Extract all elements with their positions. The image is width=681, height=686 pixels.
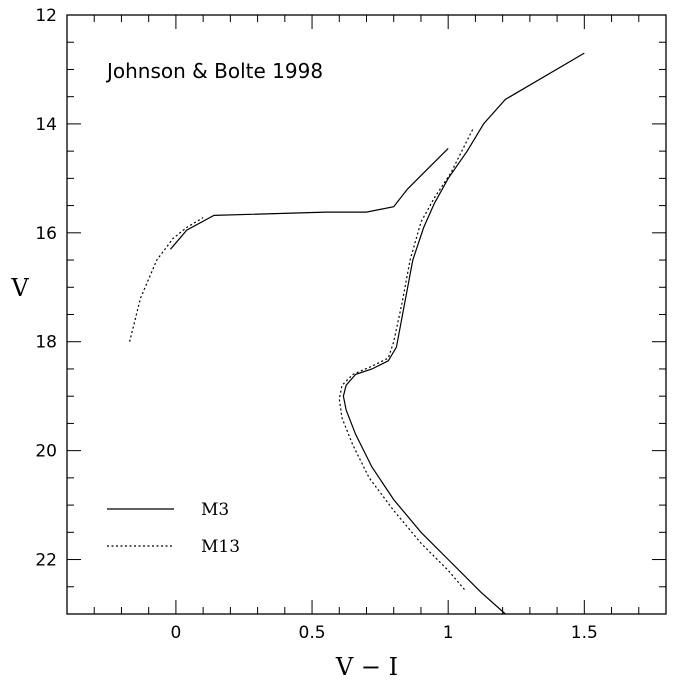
tick-labels: 0 0.5 1 1.5 12 14 16 18 20 22 <box>35 6 597 643</box>
annotation: Johnson & Bolte 1998 <box>105 59 323 83</box>
x-tick-label: 0.5 <box>299 623 326 643</box>
plot-frame <box>66 14 667 615</box>
y-tick-label: 16 <box>35 224 57 244</box>
y-tick-label: 18 <box>35 333 57 353</box>
x-tick-label: 1.5 <box>571 623 598 643</box>
y-tick-label: 12 <box>35 6 57 26</box>
x-tick-label: 1 <box>443 623 454 643</box>
series-m13-line-2 <box>129 217 204 342</box>
x-tick-label: 0 <box>170 623 181 643</box>
series-m3-line-1 <box>342 52 585 615</box>
y-tick-label: 20 <box>35 442 57 462</box>
legend-label-m13: M13 <box>201 537 240 557</box>
y-tick-label: 14 <box>35 115 57 135</box>
y-axis-label: V <box>10 274 29 302</box>
series-layer <box>129 52 585 615</box>
series-m13-line-1 <box>338 129 474 590</box>
legend-label-m3: M3 <box>201 500 229 520</box>
x-axis-label: V − I <box>335 653 398 681</box>
legend: M3 M13 <box>107 500 240 557</box>
tick-marks <box>66 14 667 615</box>
y-tick-label: 22 <box>35 551 57 571</box>
series-m3-line-2 <box>170 147 449 250</box>
